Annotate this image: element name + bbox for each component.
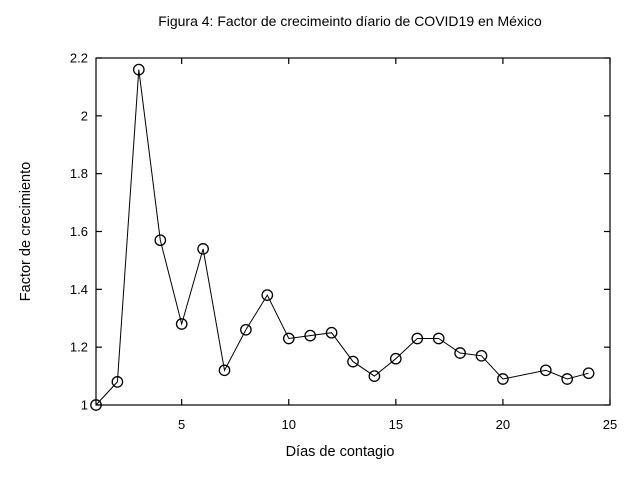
data-point-marker (497, 373, 509, 385)
data-point-marker (454, 347, 466, 359)
y-tick-label: 1 (81, 398, 88, 413)
x-tick-labels: 5 10 15 20 25 (178, 417, 617, 432)
data-point-marker (282, 332, 295, 345)
data-point-marker (475, 349, 488, 362)
x-axis-label: Días de contagio (286, 444, 395, 460)
data-point-marker (325, 326, 338, 339)
data-point-marker (304, 329, 317, 342)
data-point-marker (539, 364, 552, 377)
data-point-marker (90, 399, 102, 411)
data-point-marker (432, 332, 445, 345)
data-line (95, 69, 589, 406)
x-tick-label: 10 (282, 417, 296, 432)
y-tick-label: 1.6 (70, 224, 88, 239)
data-point-marker (197, 243, 209, 255)
data-point-marker (154, 234, 167, 247)
x-tick-label: 15 (389, 417, 403, 432)
x-tick-label: 25 (603, 417, 617, 432)
data-point-marker (368, 370, 381, 382)
data-point-marker (582, 367, 595, 380)
data-point-marker (261, 289, 274, 301)
plot-box (95, 57, 611, 406)
x-axis-ticks (181, 58, 611, 405)
y-tick-label: 2 (81, 108, 88, 123)
data-point-marker (389, 352, 402, 365)
data-point-marker (218, 364, 231, 377)
x-tick-label: 20 (496, 417, 510, 432)
data-point-marker (561, 373, 574, 385)
data-point-marker (175, 318, 188, 330)
data-series (90, 63, 595, 411)
y-axis-label: Factor de crecimiento (18, 162, 34, 301)
y-tick-label: 1.4 (70, 282, 88, 297)
x-tick-label: 5 (178, 417, 185, 432)
y-tick-labels: 1 1.2 1.4 1.6 1.8 2 2.2 (70, 51, 88, 413)
data-point-marker (240, 323, 252, 336)
data-point-marker (111, 376, 124, 388)
data-point-marker (347, 355, 359, 368)
chart-title: Figura 4: Factor de crecimeinto díario d… (158, 13, 542, 29)
data-point-marker (411, 332, 424, 345)
data-point-marker (132, 63, 145, 76)
y-axis-ticks (96, 57, 610, 406)
y-tick-label: 2.2 (70, 51, 88, 66)
y-tick-label: 1.2 (70, 340, 88, 355)
y-tick-label: 1.8 (70, 166, 88, 181)
